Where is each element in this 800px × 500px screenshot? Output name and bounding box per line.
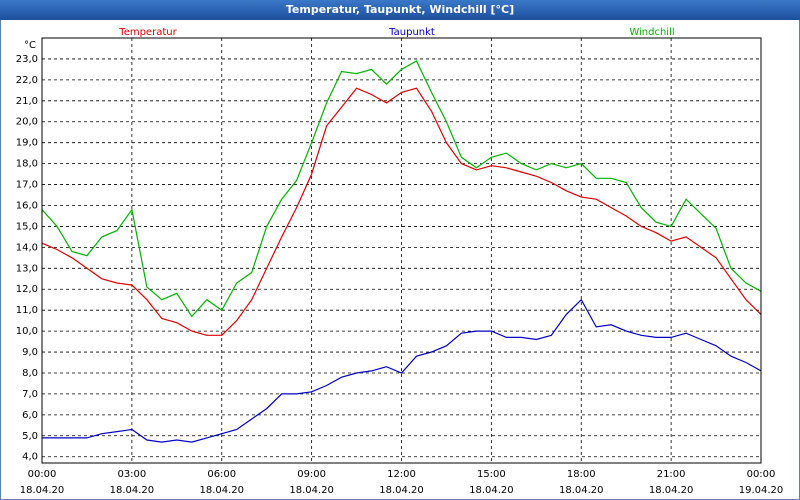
series-line [42,298,762,443]
y-tick-label: 23,0 [16,54,38,65]
x-tick-date: 18.04.20 [379,485,424,496]
y-tick-label: 9,0 [22,347,38,358]
y-tick-label: 8,0 [22,368,38,379]
x-tick-label: 15:00 [477,469,506,480]
x-tick-date: 18.04.20 [289,485,334,496]
x-tick-label: 18:00 [567,469,596,480]
x-tick-label: 21:00 [657,469,686,480]
y-tick-label: 15,0 [16,221,38,232]
series-line [41,87,762,336]
y-tick-label: 4,0 [22,452,38,463]
x-tick-date: 18.04.20 [559,485,604,496]
legend-entry: Taupunkt [388,27,435,38]
x-tick-date: 18.04.20 [199,485,244,496]
y-tick-label: 22,0 [16,75,38,86]
x-tick-date: 18.04.20 [469,485,514,496]
y-tick-label: 5,0 [22,431,38,442]
y-tick-label: 12,0 [16,284,38,295]
y-tick-label: 13,0 [16,263,38,274]
y-tick-label: 10,0 [16,326,38,337]
y-tick-label: 21,0 [16,96,38,107]
legend-entry: Windchill [629,27,674,38]
y-tick-label: 11,0 [16,305,38,316]
y-tick-label: 6,0 [22,410,38,421]
y-tick-label: 19,0 [16,138,38,149]
x-tick-date: 18.04.20 [20,485,65,496]
y-tick-label: 17,0 [16,180,38,191]
title-bar [0,0,800,20]
x-tick-date: 18.04.20 [649,485,694,496]
x-tick-label: 00:00 [28,469,57,480]
y-tick-label: 18,0 [16,159,38,170]
y-tick-label: 14,0 [16,242,38,253]
plot-frame [41,37,762,464]
chart-title: Temperatur, Taupunkt, Windchill [°C] [286,3,514,16]
series-line [41,60,762,318]
legend-entry: Temperatur [118,27,177,38]
x-tick-label: 12:00 [387,469,416,480]
x-tick-date: 18.04.20 [110,485,155,496]
x-tick-date: 19.04.20 [739,485,784,496]
x-tick-label: 09:00 [297,469,326,480]
y-tick-label: 16,0 [16,200,38,211]
y-tick-label: 20,0 [16,117,38,128]
y-unit: °C [24,40,36,51]
x-tick-label: 00:00 [747,469,776,480]
x-tick-label: 03:00 [117,469,146,480]
y-tick-label: 7,0 [22,389,38,400]
x-tick-label: 06:00 [207,469,236,480]
